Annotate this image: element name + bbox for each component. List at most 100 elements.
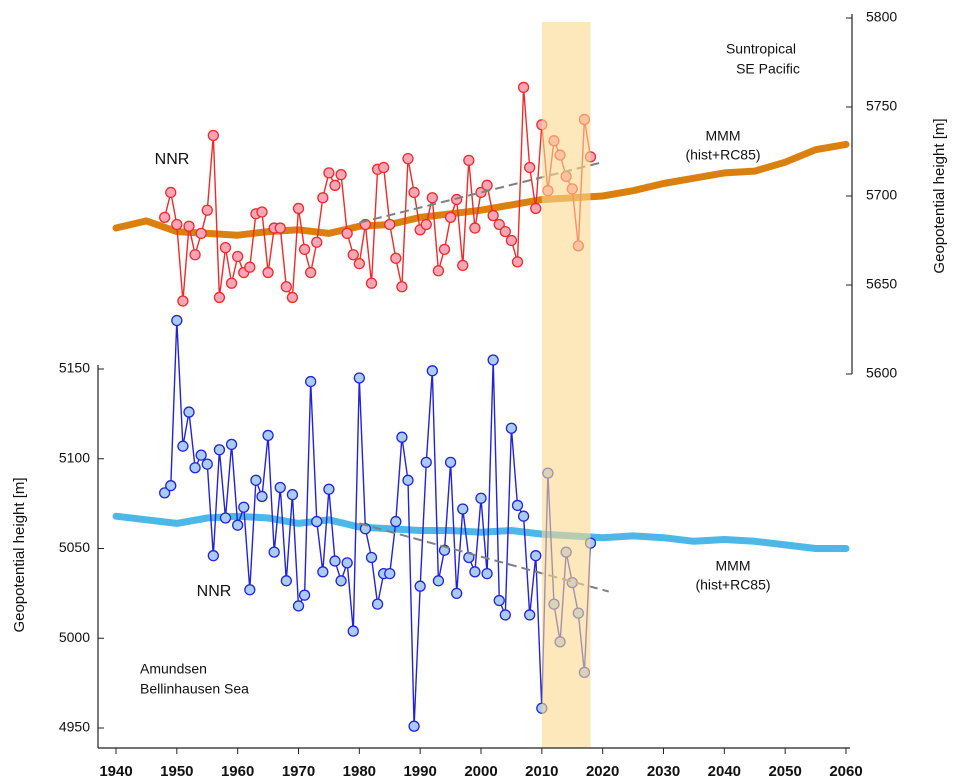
obs-point [183, 406, 195, 418]
x-tick-label: 1960 [221, 763, 254, 780]
obs-point [530, 202, 542, 215]
obs-point [384, 567, 396, 580]
obs-point [365, 551, 378, 564]
obs-point [323, 167, 335, 179]
x-tick-label: 1990 [403, 763, 436, 780]
obs-point [371, 598, 384, 610]
obs-point [432, 265, 445, 277]
obs-point [165, 480, 177, 492]
obs-point [207, 550, 219, 562]
series-label: NNR [197, 583, 232, 600]
obs-point [384, 218, 396, 231]
obs-point [475, 492, 487, 504]
obs-point [292, 202, 305, 215]
series-note: (hist+RC85) [685, 147, 760, 163]
obs-point [432, 575, 445, 587]
y-tick-label: 5750 [866, 98, 897, 114]
obs-point [244, 584, 256, 596]
obs-point [311, 515, 323, 528]
obs-point [517, 510, 530, 522]
annotation: Amundsen [140, 661, 207, 677]
obs-point [396, 431, 408, 443]
obs-point [219, 241, 232, 254]
obs-point [451, 587, 463, 600]
y-tick-label: 5000 [59, 629, 90, 645]
obs-point [524, 609, 536, 621]
obs-point [335, 575, 347, 587]
obs-point [159, 211, 171, 224]
obs-point [451, 193, 463, 206]
obs-point [414, 580, 426, 592]
obs-point [298, 243, 311, 256]
y-axis-label: Geopotential height [m] [11, 477, 28, 632]
x-tick-label: 2010 [525, 763, 558, 780]
obs-point [213, 444, 226, 456]
obs-point [274, 222, 286, 234]
obs-point [274, 481, 286, 494]
obs-point [402, 474, 414, 486]
obs-point [505, 234, 518, 247]
obs-point [329, 179, 341, 191]
obs-point [347, 625, 359, 637]
obs-point [311, 236, 323, 248]
obs-point [280, 281, 292, 293]
obs-point [530, 550, 542, 562]
x-tick-label: 1980 [343, 763, 376, 780]
obs-point [524, 161, 536, 174]
y-tick-label: 5700 [866, 187, 897, 203]
y-tick-label: 5150 [59, 360, 90, 376]
obs-point [298, 589, 311, 601]
obs-point [225, 277, 238, 289]
obs-point [426, 365, 438, 377]
obs-point [286, 291, 299, 304]
obs-point [177, 295, 189, 307]
obs-point [359, 523, 372, 535]
obs-point [232, 250, 244, 263]
obs-point [292, 600, 305, 612]
y-tick-label: 5050 [59, 539, 90, 555]
obs-point [390, 252, 402, 264]
y-tick-label: 4950 [59, 719, 90, 735]
x-tick-label: 2060 [829, 763, 862, 780]
x-tick-label: 2000 [464, 763, 497, 780]
series-note: (hist+RC85) [695, 577, 770, 593]
highlight-band [541, 22, 591, 748]
obs-point [420, 456, 432, 468]
obs-point [420, 218, 432, 231]
obs-point [481, 567, 493, 580]
series-label: MMM [706, 128, 741, 144]
obs-point [353, 372, 365, 384]
model-line [112, 140, 850, 239]
obs-point [280, 575, 292, 587]
obs-point [378, 161, 390, 174]
obs-point [225, 438, 238, 451]
series-label: NNR [155, 151, 190, 168]
obs-point [499, 609, 511, 621]
obs-point [457, 503, 469, 515]
y-axis-label: Geopotential height [m] [931, 118, 948, 273]
obs-line [164, 86, 592, 302]
obs-line [164, 319, 592, 727]
x-tick-label: 1950 [160, 763, 193, 780]
x-tick-label: 2050 [768, 763, 801, 780]
obs-point [189, 462, 201, 474]
x-tick-label: 1970 [282, 763, 315, 780]
obs-point [207, 129, 219, 142]
obs-point [219, 512, 232, 524]
y-tick-label: 5650 [866, 276, 897, 292]
obs-point [335, 168, 347, 181]
obs-point [238, 501, 250, 513]
obs-point [323, 483, 335, 495]
y-tick-label: 5600 [866, 365, 897, 381]
obs-point [396, 281, 408, 293]
obs-point [499, 225, 511, 238]
obs-point [469, 566, 481, 578]
obs-point [232, 519, 244, 531]
obs-point [177, 440, 189, 452]
obs-point [201, 204, 213, 216]
obs-point [317, 566, 329, 578]
annotation: Bellinhausen Sea [140, 681, 249, 697]
obs-point [256, 206, 268, 218]
obs-point [390, 515, 402, 528]
